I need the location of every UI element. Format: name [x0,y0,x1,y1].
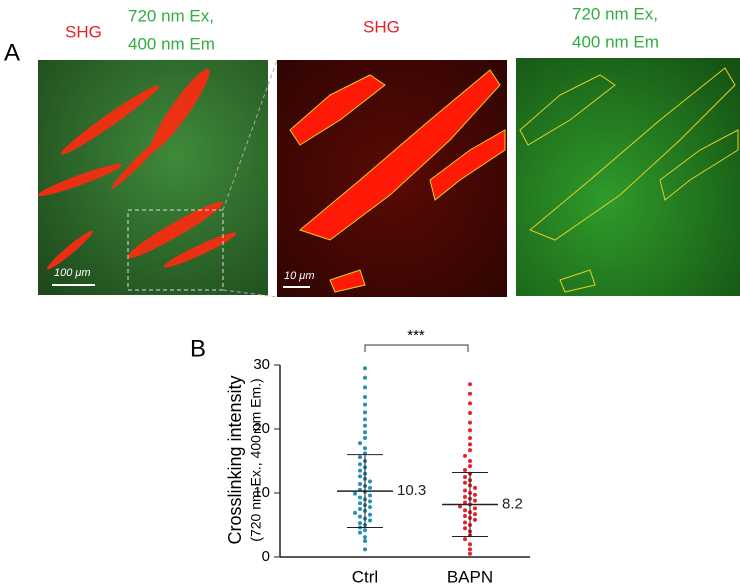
data-point [353,491,357,496]
data-point [368,479,372,484]
scale-label: 10 μm [284,270,314,282]
data-point [363,366,367,371]
data-point [468,442,472,447]
data-point [463,508,467,513]
data-point [468,547,472,552]
data-point [363,446,367,451]
em-label: 400 nm Em [572,32,659,51]
data-point [358,495,362,500]
significance: *** [407,327,425,344]
y-tick-label: 10 [253,484,270,501]
y-tick-label: 20 [253,420,270,437]
ex-label: 720 nm Ex, [572,4,658,23]
data-point [358,514,362,519]
data-point [363,535,367,540]
image-shg: 10 μm [277,60,507,297]
data-point [463,537,467,542]
data-point [363,385,367,390]
data-point [363,423,367,428]
data-point [363,539,367,543]
data-point [353,510,357,515]
data-point [368,518,372,523]
data-point [358,468,362,473]
data-point [463,475,467,479]
x-tick-label: Ctrl [352,567,378,586]
data-point [363,528,367,533]
data-point [363,402,367,407]
x-tick-label: BAPN [447,567,493,586]
data-point [473,492,477,497]
data-point [358,455,362,460]
data-point [463,500,467,505]
data-point [468,382,472,387]
shg-label: SHG [363,17,400,36]
panel-label: B [190,335,206,362]
data-point [473,506,477,511]
data-point [368,499,372,504]
data-point [363,435,367,440]
mean-label: 10.3 [397,482,426,499]
data-point [358,501,362,506]
image-overview: 100 μm [37,60,268,295]
data-point [468,435,472,440]
shg-label: SHG [65,22,102,41]
panel-label: A [4,39,20,66]
data-point [463,467,467,472]
data-point [468,459,472,463]
data-point [358,521,362,526]
y-axis-label: Crosslinking intensity [225,375,245,544]
data-point [463,453,467,458]
data-point [358,474,362,479]
data-point [358,507,362,511]
data-point [473,485,477,490]
data-point [468,542,472,547]
data-point [363,417,367,422]
data-point [468,448,472,453]
data-point [363,547,367,552]
data-point [363,395,367,399]
image-autofluorescence [516,58,740,296]
data-point [468,551,472,556]
data-point [358,530,362,535]
data-point [358,441,362,446]
scale-label: 100 μm [54,267,91,279]
data-point [358,462,362,467]
data-point [358,482,362,487]
y-axis-label: (720 nm Ex., 400 nm Em.) [248,378,264,541]
data-point [458,504,462,509]
data-point [368,512,372,517]
em-label: 400 nm Em [128,34,215,53]
data-point [363,375,367,380]
data-point [468,428,472,433]
data-point [473,498,477,503]
data-point [473,517,477,522]
mean-label: 8.2 [502,495,523,512]
data-point [463,480,467,485]
ex-label: 720 nm Ex, [128,6,214,25]
data-point [468,420,472,425]
data-point [468,464,472,469]
data-point [468,401,472,406]
data-point [363,430,367,435]
data-point [473,512,477,517]
y-tick-label: 0 [262,548,270,565]
data-point [468,391,472,396]
data-point [463,520,467,525]
data-point [368,485,372,490]
data-point [463,488,467,493]
data-point [463,526,467,531]
data-point [368,493,372,498]
significance-bracket [364,344,469,352]
y-tick-label: 30 [253,356,270,373]
data-point [363,410,367,415]
data-point [368,505,372,510]
data-point [463,514,467,519]
data-point [468,411,472,415]
data-point [463,494,467,499]
